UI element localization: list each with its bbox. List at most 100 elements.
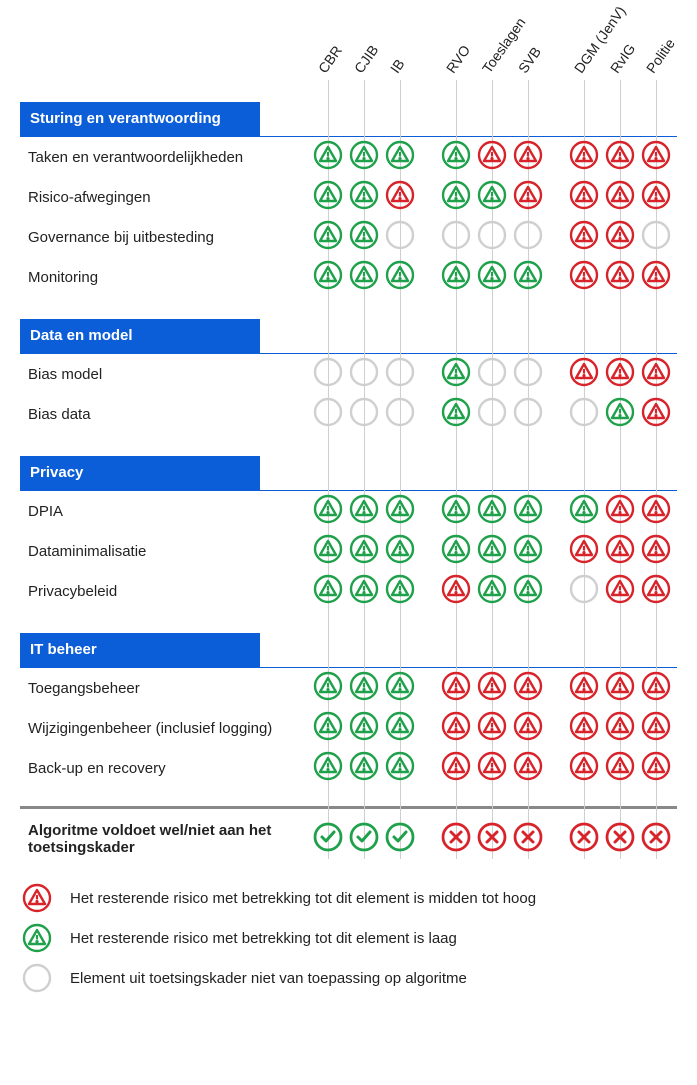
matrix-cell [474, 574, 510, 609]
matrix-cell [566, 671, 602, 706]
matrix-cell [566, 140, 602, 175]
matrix-cell [438, 671, 474, 706]
warn-low-icon [385, 711, 415, 746]
na-icon [441, 220, 471, 255]
warn-low-icon [313, 751, 343, 786]
warn-high-icon [569, 671, 599, 706]
matrix-cell [474, 220, 510, 255]
matrix-cell [510, 140, 546, 175]
warn-low-icon [349, 671, 379, 706]
legend-item-na: Element uit toetsingskader niet van toep… [20, 963, 677, 993]
warn-low-icon [313, 534, 343, 569]
matrix-cell [438, 574, 474, 609]
matrix-chart: CBRCJIBIBRVOToeslagenSVBDGM (JenV)RvIGPo… [20, 10, 677, 859]
warn-high-icon [513, 180, 543, 215]
warn-high-icon [641, 397, 671, 432]
pass-icon [313, 822, 343, 857]
warn-high-icon [569, 140, 599, 175]
matrix-cell [638, 574, 674, 609]
warn-high-icon [569, 534, 599, 569]
na-icon [385, 220, 415, 255]
warn-high-icon [641, 140, 671, 175]
warn-low-icon [441, 534, 471, 569]
matrix-cell [566, 260, 602, 295]
warn-high-icon [641, 711, 671, 746]
na-icon [641, 220, 671, 255]
matrix-cell [438, 494, 474, 529]
warn-high-icon [605, 574, 635, 609]
matrix-cell [474, 260, 510, 295]
matrix-cell [382, 260, 418, 295]
column-header-row: CBRCJIBIBRVOToeslagenSVBDGM (JenV)RvIGPo… [20, 10, 677, 80]
warn-high-icon [605, 671, 635, 706]
matrix-cell [438, 397, 474, 432]
matrix-cell [602, 494, 638, 529]
matrix-cell [566, 220, 602, 255]
warn-low-icon [441, 260, 471, 295]
warn-high-icon [20, 883, 54, 913]
warn-high-icon [605, 494, 635, 529]
matrix-cell [566, 397, 602, 432]
fail-icon [569, 822, 599, 857]
warn-high-icon [641, 180, 671, 215]
warn-high-icon [569, 220, 599, 255]
matrix-cell [566, 534, 602, 569]
row-label: Governance bij uitbesteding [20, 229, 310, 246]
na-icon [349, 357, 379, 392]
matrix-cell [310, 494, 346, 529]
warn-low-icon [513, 494, 543, 529]
matrix-cell [310, 140, 346, 175]
matrix-cell [474, 180, 510, 215]
warn-low-icon [313, 711, 343, 746]
matrix-cell [310, 751, 346, 786]
legend-text: Het resterende risico met betrekking tot… [70, 930, 457, 947]
warn-high-icon [641, 357, 671, 392]
matrix-cell [510, 574, 546, 609]
warn-high-icon [641, 671, 671, 706]
warn-low-icon [313, 494, 343, 529]
na-icon [20, 963, 54, 993]
row-label: Back-up en recovery [20, 760, 310, 777]
matrix-cell [310, 180, 346, 215]
matrix-cell [602, 357, 638, 392]
matrix-cell [310, 260, 346, 295]
matrix-cell [510, 534, 546, 569]
warn-high-icon [605, 260, 635, 295]
warn-low-icon [513, 574, 543, 609]
na-icon [385, 397, 415, 432]
matrix-row: Monitoring [20, 257, 677, 297]
matrix-row: Privacybeleid [20, 571, 677, 611]
matrix-cell [438, 180, 474, 215]
matrix-cell [438, 534, 474, 569]
matrix-cell [438, 140, 474, 175]
warn-low-icon [349, 534, 379, 569]
matrix-cell [438, 260, 474, 295]
row-label: Taken en verantwoordelijkheden [20, 149, 310, 166]
matrix-cell [346, 822, 382, 857]
matrix-cell [602, 534, 638, 569]
warn-low-icon [477, 180, 507, 215]
matrix-cell [438, 751, 474, 786]
matrix-cell [474, 397, 510, 432]
warn-high-icon [569, 751, 599, 786]
section: Data en model [20, 319, 677, 354]
matrix-cell [638, 822, 674, 857]
warn-high-icon [513, 711, 543, 746]
matrix-row: Toegangsbeheer [20, 668, 677, 708]
warn-low-icon [385, 574, 415, 609]
warn-low-icon [385, 751, 415, 786]
warn-low-icon [349, 140, 379, 175]
warn-high-icon [605, 180, 635, 215]
warn-high-icon [569, 357, 599, 392]
pass-icon [349, 822, 379, 857]
warn-low-icon [477, 574, 507, 609]
matrix-cell [438, 357, 474, 392]
warn-low-icon [513, 260, 543, 295]
matrix-row: Wijzigingenbeheer (inclusief logging) [20, 708, 677, 748]
matrix-cell [638, 397, 674, 432]
matrix-cell [566, 494, 602, 529]
matrix-row: Dataminimalisatie [20, 531, 677, 571]
matrix-cell [566, 822, 602, 857]
matrix-cell [310, 357, 346, 392]
matrix-row: Back-up en recovery [20, 748, 677, 788]
